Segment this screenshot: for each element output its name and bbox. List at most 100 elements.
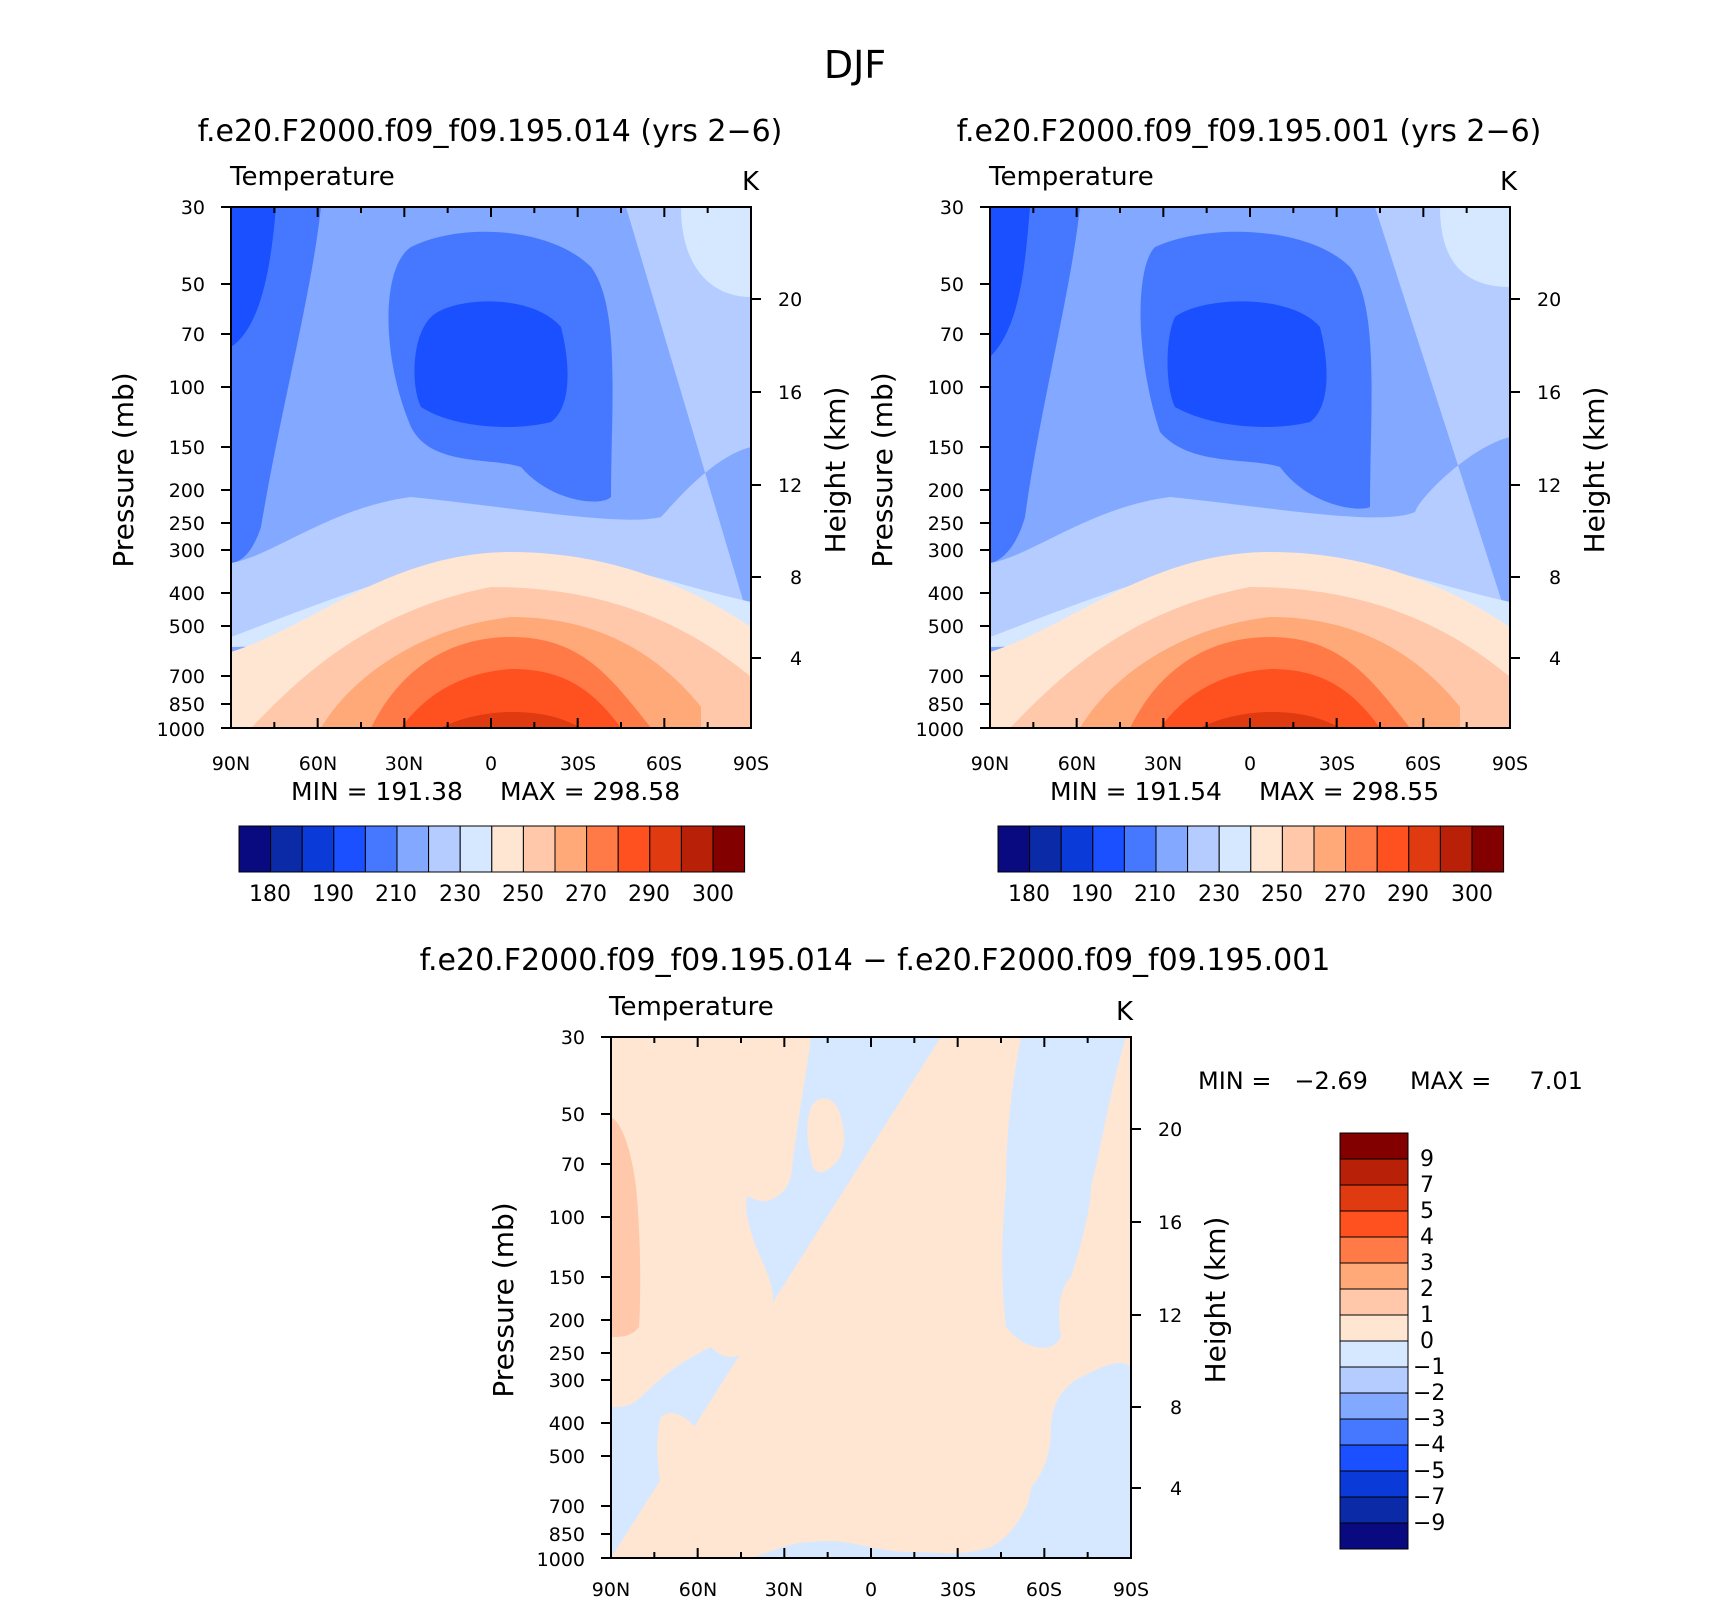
colorbar-label: 5: [1420, 1199, 1434, 1224]
colorbar-label: 9: [1420, 1147, 1434, 1172]
colorbar-swatch: [238, 825, 272, 873]
colorbar-swatch: [1471, 825, 1505, 873]
y2-tick-label: 12: [1537, 475, 1561, 497]
panel-1-plot: [231, 207, 751, 728]
panel-3-region: [657, 1413, 716, 1539]
y-tick-label: 70: [181, 324, 205, 346]
panel-1-region: [231, 207, 276, 347]
panel-1-colorbar-labels: 180 190 210 230 250 270 290 300: [249, 882, 734, 907]
colorbar-label: 180: [1008, 882, 1050, 907]
colorbar-label: −2: [1413, 1381, 1445, 1406]
panel-3-region: [807, 1098, 844, 1173]
colorbar-swatch: [1155, 825, 1189, 873]
panel-3-y2label: Height (km): [1199, 1217, 1232, 1384]
colorbar-label: 2: [1420, 1277, 1434, 1302]
colorbar-label: 250: [1261, 882, 1303, 907]
panel-3-plot: [611, 1037, 1131, 1558]
x-tick-label: 30S: [940, 1579, 976, 1600]
panel-1-y-ticks: 30 50 70 100 150 200 250 300 400 500 700…: [157, 197, 205, 741]
y-tick-label: 400: [549, 1413, 585, 1435]
y-tick-label: 100: [169, 377, 205, 399]
colorbar-label: 210: [1134, 882, 1176, 907]
panel-2-plot: [990, 207, 1510, 728]
y-tick-label: 300: [928, 540, 964, 562]
y-tick-label: 150: [169, 437, 205, 459]
panel-2: f.e20.F2000.f09_f09.195.001 (yrs 2−6) Te…: [866, 114, 1611, 907]
panel-3-colorbar: [1339, 1132, 1409, 1550]
x-tick-label: 90S: [1113, 1579, 1149, 1600]
colorbar-swatch: [554, 825, 588, 873]
y2-tick-label: 4: [1170, 1478, 1182, 1500]
panel-2-region: [1440, 207, 1510, 287]
colorbar-swatch: [1339, 1340, 1409, 1368]
y-tick-label: 250: [169, 513, 205, 535]
panel-3-region: [711, 1037, 811, 1201]
y-tick-label: 1000: [537, 1549, 585, 1571]
y2-tick-label: 16: [1537, 382, 1561, 404]
panel-2-y2label: Height (km): [1578, 387, 1611, 554]
panel-1-title: f.e20.F2000.f09_f09.195.014 (yrs 2−6): [198, 114, 783, 149]
colorbar-swatch: [1439, 825, 1473, 873]
colorbar-swatch: [1345, 825, 1378, 873]
colorbar-swatch: [1313, 825, 1347, 873]
colorbar-swatch: [491, 825, 524, 873]
x-tick-label: 30S: [1319, 753, 1355, 775]
y-tick-label: 100: [928, 377, 964, 399]
colorbar-swatch: [1339, 1132, 1409, 1160]
panel-2-region: [1200, 712, 1340, 728]
colorbar-swatch: [1339, 1496, 1409, 1524]
panel-2-y2-ticks: 20 16 12 8 4: [1537, 289, 1561, 670]
panel-3-region: [611, 1037, 1131, 1558]
colorbar-swatch: [459, 825, 493, 873]
colorbar-swatch: [270, 825, 303, 873]
panel-1-region: [681, 207, 751, 297]
y-tick-label: 500: [928, 616, 964, 638]
panel-1-x-ticks: 90N 60N 30N 0 30S 60S 90S: [212, 753, 769, 775]
colorbar-swatch: [997, 825, 1031, 873]
y-tick-label: 850: [928, 694, 964, 716]
y-tick-label: 250: [928, 513, 964, 535]
y2-tick-label: 12: [778, 475, 802, 497]
colorbar-label: 180: [249, 882, 291, 907]
y-tick-label: 200: [169, 480, 205, 502]
panel-1-region: [231, 207, 751, 640]
colorbar-label: 3: [1420, 1251, 1434, 1276]
colorbar-swatch: [680, 825, 714, 873]
panel-2-region: [1167, 301, 1327, 427]
colorbar-label: −9: [1413, 1511, 1445, 1536]
panel-2-ylabel: Pressure (mb): [866, 372, 899, 567]
colorbar-label: −4: [1413, 1433, 1445, 1458]
panel-2-min: MIN = 191.54: [1050, 777, 1222, 806]
y2-tick-label: 4: [790, 648, 802, 670]
panel-3-ylabel: Pressure (mb): [487, 1202, 520, 1397]
panel-3-y2-ticks: 20 16 12 8 4: [1158, 1119, 1182, 1500]
colorbar-label: 270: [565, 882, 607, 907]
x-tick-label: 60S: [1405, 753, 1441, 775]
panel-2-subtitle: Temperature: [988, 162, 1154, 192]
colorbar-swatch: [1339, 1210, 1409, 1238]
y2-tick-label: 12: [1158, 1305, 1182, 1327]
colorbar-swatch: [1339, 1262, 1409, 1290]
y-tick-label: 850: [169, 694, 205, 716]
y-tick-label: 700: [169, 666, 205, 688]
panel-1-y2-ticks: 20 16 12 8 4: [778, 289, 802, 670]
colorbar-label: 230: [1198, 882, 1240, 907]
panel-3-region: [611, 1117, 641, 1337]
y2-tick-label: 4: [1549, 648, 1561, 670]
panel-3-max: MAX = 7.01: [1410, 1067, 1583, 1095]
y-tick-label: 500: [549, 1446, 585, 1468]
colorbar-swatch: [301, 825, 335, 873]
y-tick-label: 50: [940, 274, 964, 296]
panel-3-region: [611, 1037, 774, 1407]
y-tick-label: 100: [549, 1207, 585, 1229]
colorbar-label: 1: [1420, 1303, 1434, 1328]
figure-title: DJF: [824, 43, 886, 87]
y2-tick-label: 16: [1158, 1212, 1182, 1234]
x-tick-label: 0: [865, 1579, 877, 1600]
colorbar-swatch: [1339, 1418, 1409, 1446]
colorbar-swatch: [1250, 825, 1283, 873]
colorbar-swatch: [1218, 825, 1252, 873]
colorbar-label: −5: [1413, 1459, 1445, 1484]
panel-1-region: [414, 301, 568, 427]
panel-2-region: [990, 207, 1030, 357]
